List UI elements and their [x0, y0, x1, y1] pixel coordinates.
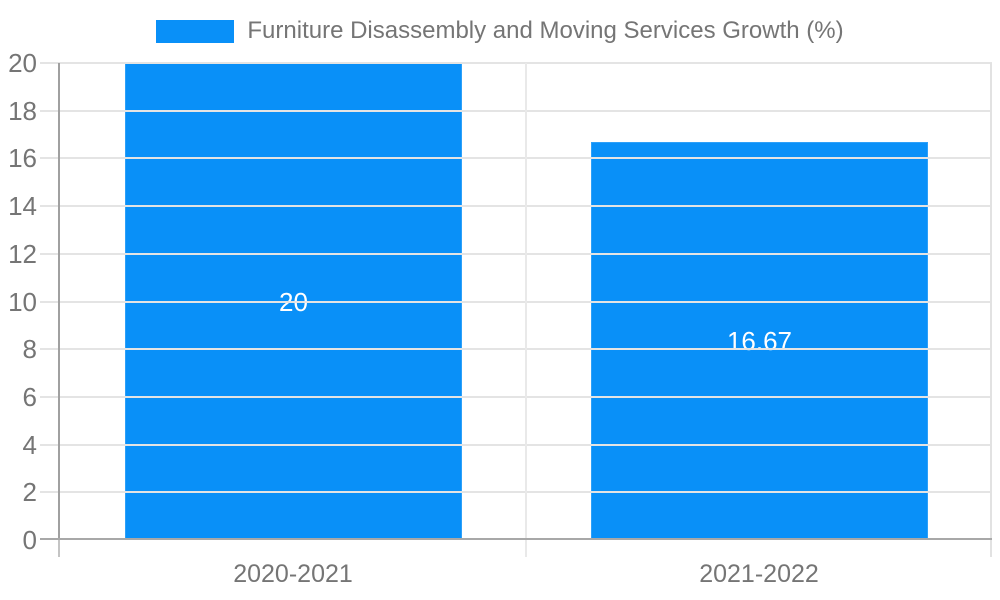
- x-axis: [40, 538, 992, 540]
- y-tick-label: 6: [22, 381, 37, 412]
- gridline: [40, 62, 992, 64]
- y-tick-label: 14: [8, 191, 37, 222]
- gridline: [40, 252, 992, 255]
- gridline: [40, 109, 992, 112]
- gridline: [40, 157, 992, 160]
- legend-label: Furniture Disassembly and Moving Service…: [247, 17, 844, 44]
- gridline: [40, 491, 992, 494]
- category-divider: [525, 63, 527, 557]
- y-tick-label: 12: [8, 238, 37, 269]
- y-tick-label: 8: [22, 334, 37, 365]
- y-axis: [58, 63, 60, 540]
- gridline: [40, 300, 992, 303]
- gridline: [40, 443, 992, 446]
- y-axis-tick-below: [58, 540, 60, 557]
- x-tick-label: 2021-2022: [699, 560, 819, 588]
- y-tick-label: 10: [8, 286, 37, 317]
- y-tick-label: 20: [8, 48, 37, 78]
- bar[interactable]: 16.67: [591, 142, 928, 540]
- legend-item[interactable]: Furniture Disassembly and Moving Service…: [156, 17, 844, 45]
- y-tick-label: 2: [22, 477, 37, 508]
- gridline: [40, 395, 992, 398]
- legend-swatch: [156, 19, 235, 43]
- plot-right-border: [990, 63, 992, 557]
- y-tick-label: 0: [22, 525, 37, 555]
- legend: Furniture Disassembly and Moving Service…: [0, 17, 1000, 45]
- y-tick-label: 16: [8, 143, 37, 174]
- gridline: [40, 205, 992, 208]
- gridline: [40, 348, 992, 351]
- x-tick-label: 2020-2021: [233, 560, 353, 588]
- y-tick-label: 18: [8, 95, 37, 126]
- bar-value-label: 16.67: [726, 326, 793, 357]
- y-tick-label: 4: [22, 429, 37, 460]
